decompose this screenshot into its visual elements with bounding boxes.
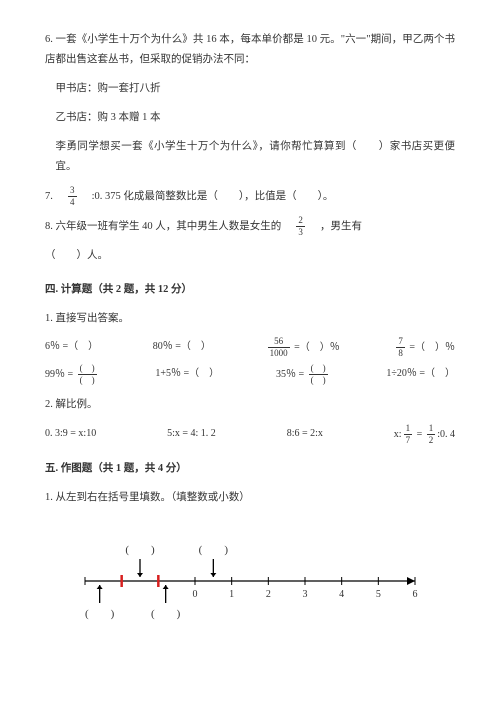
frac-3-4: 3 4 bbox=[68, 186, 77, 207]
r2a: 99％ = ( ) ( ) bbox=[45, 364, 99, 385]
r1b: 80％ =（ ） bbox=[153, 337, 211, 358]
section-draw: 五. 作图题（共 1 题，共 4 分） bbox=[45, 459, 455, 479]
number-line-svg: 0 1 2 3 4 5 6 ( ) ( ) ( ) ( ) bbox=[70, 526, 430, 626]
r2c: 35％ = ( ) ( ) bbox=[276, 364, 330, 385]
frac-2-3: 2 3 bbox=[296, 216, 305, 237]
frac-1-7: 17 bbox=[404, 424, 413, 445]
draw1: 1. 从左到右在括号里填数。（填整数或小数） bbox=[45, 488, 455, 508]
number-line: 0 1 2 3 4 5 6 ( ) ( ) ( ) ( ) bbox=[45, 526, 455, 626]
calc-row-1: 6％ =（ ） 80％ =（ ） 56 1000 =（ ）％ 7 8 =（ ）％ bbox=[45, 337, 455, 358]
q8-pre: 8. 六年级一班有学生 40 人，其中男生人数是女生的 bbox=[45, 221, 292, 232]
pb: 5:x = 4: 1. 2 bbox=[167, 424, 216, 445]
q7-pre: 7. bbox=[45, 191, 63, 202]
r1d: 7 8 =（ ）％ bbox=[394, 337, 455, 358]
q6-text2: 李勇同学想买一套《小学生十万个为什么》，请你帮忙算算到（ ）家书店买更便宜。 bbox=[56, 137, 456, 177]
frac-blank-1: ( ) ( ) bbox=[78, 364, 97, 385]
svg-text:5: 5 bbox=[376, 589, 381, 600]
q8-line1: 8. 六年级一班有学生 40 人，其中男生人数是女生的 2 3 ，男生有 bbox=[45, 216, 455, 237]
calc1-title: 1. 直接写出答案。 bbox=[45, 309, 455, 329]
svg-text:0: 0 bbox=[193, 589, 198, 600]
q8-line2: （ ）人。 bbox=[45, 246, 455, 266]
page: 6. 一套《小学生十万个为什么》共 16 本，每本单价都是 10 元。"六一"期… bbox=[0, 0, 500, 646]
svg-text:1: 1 bbox=[229, 589, 234, 600]
q6-shop-b: 乙书店：购 3 本赠 1 本 bbox=[56, 108, 456, 128]
prop-row: 0. 3:9 = x:10 5:x = 4: 1. 2 8:6 = 2:x x:… bbox=[45, 424, 455, 445]
frac-blank-2: ( ) ( ) bbox=[309, 364, 328, 385]
calc-row-2: 99％ = ( ) ( ) 1+5％ =（ ） 35％ = ( ) ( ) 1÷… bbox=[45, 364, 455, 385]
svg-text:( ): ( ) bbox=[125, 544, 155, 556]
svg-text:( ): ( ) bbox=[85, 608, 115, 620]
r2b: 1+5％ =（ ） bbox=[155, 364, 219, 385]
svg-text:3: 3 bbox=[303, 589, 308, 600]
svg-text:4: 4 bbox=[339, 589, 344, 600]
frac-56-1000: 56 1000 bbox=[268, 337, 290, 358]
frac-1-2: 12 bbox=[427, 424, 436, 445]
q8-post: ，男生有 bbox=[310, 221, 363, 232]
q6-shop-a: 甲书店：购一套打八折 bbox=[56, 79, 456, 99]
r2d: 1÷20％ =（ ） bbox=[386, 364, 455, 385]
section-calc: 四. 计算题（共 2 题，共 12 分） bbox=[45, 280, 455, 300]
svg-text:2: 2 bbox=[266, 589, 271, 600]
svg-text:( ): ( ) bbox=[151, 608, 181, 620]
q7-post: :0. 375 化成最简整数比是（ ），比值是（ ）。 bbox=[81, 191, 333, 202]
pc: 8:6 = 2:x bbox=[287, 424, 323, 445]
svg-text:6: 6 bbox=[413, 589, 418, 600]
pa: 0. 3:9 = x:10 bbox=[45, 424, 96, 445]
r1a: 6％ =（ ） bbox=[45, 337, 98, 358]
q7: 7. 3 4 :0. 375 化成最简整数比是（ ），比值是（ ）。 bbox=[45, 186, 455, 207]
frac-7-8: 7 8 bbox=[396, 337, 405, 358]
r1c: 56 1000 =（ ）％ bbox=[266, 337, 340, 358]
q6-text1: 6. 一套《小学生十万个为什么》共 16 本，每本单价都是 10 元。"六一"期… bbox=[45, 30, 455, 70]
svg-text:( ): ( ) bbox=[199, 544, 229, 556]
calc2-title: 2. 解比例。 bbox=[45, 395, 455, 415]
pd: x:17 = 12:0. 4 bbox=[394, 424, 455, 445]
